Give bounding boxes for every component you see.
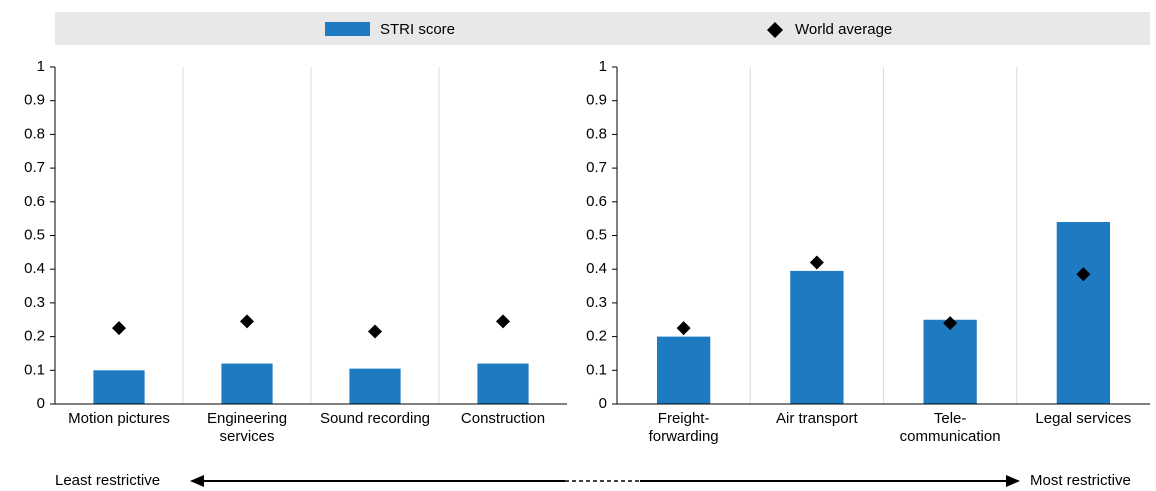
y-tick-label: 1: [599, 58, 607, 75]
bar: [923, 319, 977, 404]
bar: [790, 270, 844, 404]
x-tick-label: Engineering services: [206, 410, 288, 445]
legend-label: World average: [795, 21, 892, 38]
arrow-head: [1006, 475, 1020, 487]
annotation: Least restrictive: [55, 472, 160, 489]
y-tick-label: 0.1: [586, 361, 607, 378]
x-tick-label: Air transport: [776, 410, 858, 427]
marker: [676, 321, 691, 336]
y-tick-label: 0.5: [586, 226, 607, 243]
x-tick-label: Freight- forwarding: [648, 410, 719, 445]
marker: [943, 316, 958, 331]
bar: [477, 363, 529, 404]
marker: [1076, 267, 1091, 282]
y-tick-label: 0.6: [586, 193, 607, 210]
x-tick-label: Motion pictures: [68, 410, 170, 427]
x-tick-label: Legal services: [1035, 410, 1132, 427]
x-tick-label: Construction: [460, 410, 546, 427]
bar: [1056, 222, 1111, 404]
arrow-head: [190, 475, 204, 487]
legend-marker: [767, 22, 783, 38]
y-tick-label: 0.1: [24, 361, 45, 378]
legend-band: [55, 12, 1150, 45]
bar: [221, 363, 273, 404]
y-tick-label: 1: [37, 58, 45, 75]
y-tick-label: 0: [599, 395, 607, 412]
marker: [368, 324, 382, 339]
marker: [112, 321, 126, 336]
bar: [656, 336, 711, 404]
y-tick-label: 0.7: [586, 159, 607, 176]
y-tick-label: 0.5: [24, 226, 45, 243]
bar: [349, 368, 401, 404]
y-tick-label: 0.3: [586, 294, 607, 311]
y-tick-label: 0.9: [586, 92, 607, 109]
y-tick-label: 0.8: [586, 125, 607, 142]
y-tick-label: 0.8: [24, 125, 45, 142]
legend-swatch: [325, 22, 370, 36]
marker: [809, 255, 824, 270]
marker: [240, 314, 254, 329]
marker: [496, 314, 510, 329]
y-tick-label: 0.7: [24, 159, 45, 176]
y-tick-label: 0.2: [586, 328, 607, 345]
y-tick-label: 0.9: [24, 92, 45, 109]
y-tick-label: 0.4: [24, 260, 45, 277]
y-tick-label: 0.2: [24, 328, 45, 345]
y-tick-label: 0.4: [586, 260, 607, 277]
annotation: Most restrictive: [1030, 472, 1131, 489]
y-tick-label: 0: [37, 395, 45, 412]
bar: [93, 370, 145, 404]
y-tick-label: 0.3: [24, 294, 45, 311]
legend-label: STRI score: [380, 21, 455, 38]
y-tick-label: 0.6: [24, 193, 45, 210]
x-tick-label: Tele- communication: [899, 410, 1001, 445]
x-tick-label: Sound recording: [319, 410, 431, 427]
